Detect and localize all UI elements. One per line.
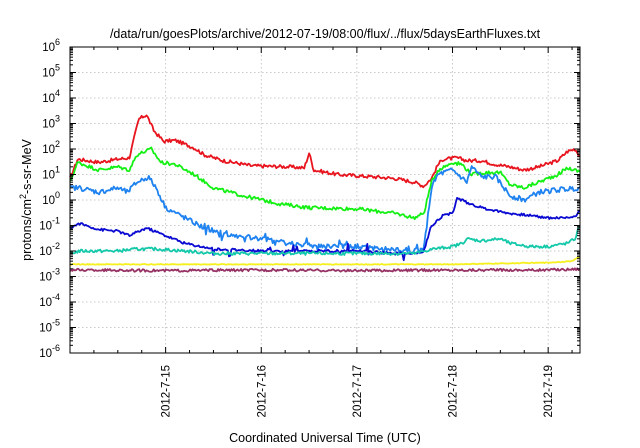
x-tick-label: 2012-7-17 xyxy=(352,365,364,417)
y-tick-label: 10-6 xyxy=(39,343,60,360)
y-tick-label: 103 xyxy=(42,114,60,131)
y-tick-label: 10-4 xyxy=(39,292,60,309)
x-axis-label: Coordinated Universal Time (UTC) xyxy=(229,431,421,445)
series-line xyxy=(69,225,581,256)
series-line xyxy=(70,255,581,266)
x-tick-label: 2012-7-19 xyxy=(543,365,555,417)
x-tick-label: 2012-7-16 xyxy=(256,365,268,417)
y-tick-label: 100 xyxy=(42,190,60,207)
grid xyxy=(70,47,580,353)
y-tick-label: 105 xyxy=(42,63,60,80)
y-tick-label: 104 xyxy=(42,88,60,105)
y-axis: 10-6 10-5 10-4 10-3 10-2 10-1 100 101 102 103 104 1… xyxy=(39,37,580,360)
chart-title: /data/run/goesPlots/archive/2012-07-19/0… xyxy=(110,27,541,41)
y-axis-label: protons/cm2-s-sr-MeV xyxy=(18,138,34,260)
y-tick-label: 10-5 xyxy=(39,318,60,335)
series-line xyxy=(69,267,581,273)
y-tick-label: 10-3 xyxy=(39,267,60,284)
x-axis: 2012-7-15 2012-7-16 2012-7-17 2012-7-18 2012… xyxy=(93,47,573,417)
series-line xyxy=(69,197,580,262)
series-layer xyxy=(69,114,581,273)
y-tick-label: 101 xyxy=(42,165,60,182)
y-tick-label: 10-2 xyxy=(39,241,60,258)
x-tick-label: 2012-7-18 xyxy=(448,365,460,417)
y-tick-label: 106 xyxy=(42,37,60,54)
y-tick-label: 102 xyxy=(42,139,60,156)
series-line xyxy=(69,114,580,189)
series-line xyxy=(69,165,581,255)
series-line xyxy=(69,146,581,221)
x-tick-label: 2012-7-15 xyxy=(161,365,173,417)
y-tick-label: 10-1 xyxy=(39,216,60,233)
